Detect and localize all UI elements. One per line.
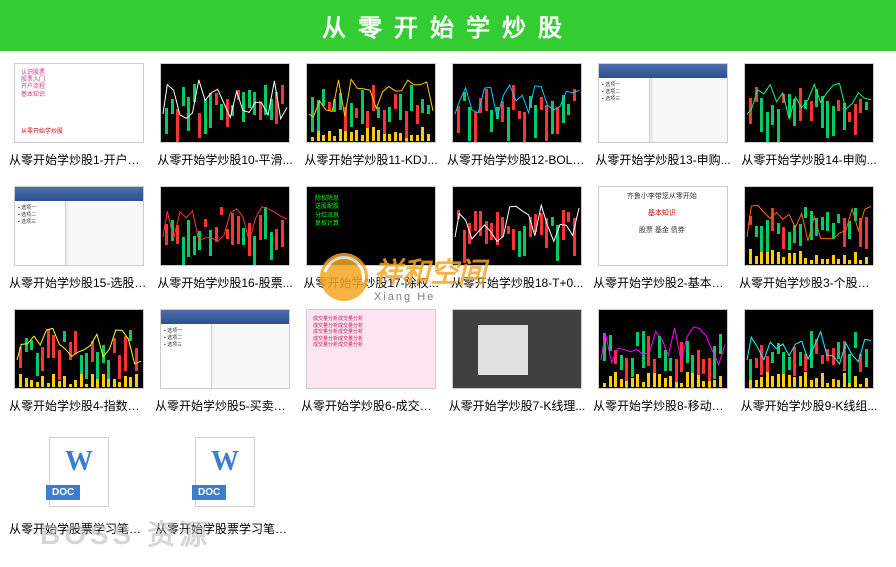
video-thumbnail[interactable] [744,309,874,389]
file-item[interactable]: 从零开始学炒股3-个股的... [736,186,882,291]
file-item[interactable]: 认识股票股票入门开户流程基本知识 从零开始学炒股从零开始学炒股1-开户流... [6,63,152,168]
file-item[interactable]: 从零开始学炒股8-移动平... [590,309,736,414]
file-grid: 祥和空间 Xiang He BOSS 资源 认识股票股票入门开户流程基本知识 从… [0,51,896,567]
file-label: 从零开始学炒股2-基本知... [593,274,733,291]
file-item[interactable]: ▪ 选项一▪ 选项二▪ 选项三从零开始学炒股15-选股.flv [6,186,152,291]
file-item[interactable]: 从零开始学炒股11-KDJ... [298,63,444,168]
video-thumbnail[interactable] [452,309,582,389]
file-item[interactable]: 从零开始学炒股12-BOLL... [444,63,590,168]
file-item[interactable]: 从零开始学炒股4-指数的... [6,309,152,414]
file-item[interactable]: ▪ 选项一▪ 选项二▪ 选项三从零开始学炒股13-申购... [590,63,736,168]
file-label: 从零开始学炒股1-开户流... [9,151,149,168]
header-title: 从零开始学炒股 [322,15,574,42]
file-label: 从零开始学炒股3-个股的... [739,274,879,291]
file-label: 从零开始学炒股8-移动平... [593,397,733,414]
file-item[interactable]: 齐鲁小李带您从零开始基本知识股票 基金 债券从零开始学炒股2-基本知... [590,186,736,291]
video-thumbnail[interactable] [452,63,582,143]
file-label: 从零开始学炒股5-买卖股... [155,397,295,414]
page-header: 从零开始学炒股 [0,0,896,51]
file-item[interactable]: 从零开始学炒股10-平滑... [152,63,298,168]
file-label: 从零开始学炒股9-K线组... [741,397,878,414]
video-thumbnail[interactable] [306,63,436,143]
file-label: 从零开始学股票学习笔记... [9,520,149,537]
video-thumbnail[interactable]: 齐鲁小李带您从零开始基本知识股票 基金 债券 [598,186,728,266]
doc-tag: DOC [46,485,80,500]
word-doc-icon: DOC [195,437,255,507]
video-thumbnail[interactable]: ▪ 选项一▪ 选项二▪ 选项三 [160,309,290,389]
file-label: 从零开始学炒股14-申购... [741,151,876,168]
file-label: 从零开始学炒股7-K线理... [449,397,586,414]
file-item[interactable]: DOC 从零开始学股票学习笔记... [152,432,298,537]
word-doc-icon: DOC [49,437,109,507]
file-item[interactable]: 除权除息送股配股分红派息复权计算从零开始学炒股17-除权... [298,186,444,291]
file-label: 从零开始学炒股15-选股.flv [9,274,149,291]
video-thumbnail[interactable]: 成交量分析成交量分析成交量分析成交量分析成交量分析成交量分析成交量分析成交量分析… [306,309,436,389]
file-item[interactable]: DOC 从零开始学股票学习笔记... [6,432,152,537]
file-label: 从零开始学股票学习笔记... [155,520,295,537]
doc-thumbnail[interactable]: DOC [160,432,290,512]
file-label: 从零开始学炒股16-股票... [157,274,292,291]
file-item[interactable]: 从零开始学炒股16-股票... [152,186,298,291]
file-label: 从零开始学炒股10-平滑... [157,151,292,168]
file-label: 从零开始学炒股11-KDJ... [304,151,437,168]
video-thumbnail[interactable]: ▪ 选项一▪ 选项二▪ 选项三 [14,186,144,266]
video-thumbnail[interactable]: 除权除息送股配股分红派息复权计算 [306,186,436,266]
doc-thumbnail[interactable]: DOC [14,432,144,512]
file-item[interactable]: 从零开始学炒股7-K线理... [444,309,590,414]
doc-tag: DOC [192,485,226,500]
file-item[interactable]: ▪ 选项一▪ 选项二▪ 选项三从零开始学炒股5-买卖股... [152,309,298,414]
video-thumbnail[interactable] [598,309,728,389]
file-item[interactable]: 从零开始学炒股18-T+0... [444,186,590,291]
file-label: 从零开始学炒股4-指数的... [9,397,149,414]
file-item[interactable]: 从零开始学炒股14-申购... [736,63,882,168]
file-label: 从零开始学炒股12-BOLL... [447,151,587,168]
video-thumbnail[interactable] [14,309,144,389]
video-thumbnail[interactable] [452,186,582,266]
file-item[interactable]: 从零开始学炒股9-K线组... [736,309,882,414]
video-thumbnail[interactable] [160,186,290,266]
video-thumbnail[interactable] [744,63,874,143]
file-item[interactable]: 成交量分析成交量分析成交量分析成交量分析成交量分析成交量分析成交量分析成交量分析… [298,309,444,414]
video-thumbnail[interactable] [160,63,290,143]
video-thumbnail[interactable] [744,186,874,266]
video-thumbnail[interactable]: ▪ 选项一▪ 选项二▪ 选项三 [598,63,728,143]
file-label: 从零开始学炒股13-申购... [595,151,730,168]
file-label: 从零开始学炒股18-T+0... [451,274,583,291]
file-label: 从零开始学炒股17-除权... [303,274,438,291]
file-label: 从零开始学炒股6-成交量... [301,397,441,414]
video-thumbnail[interactable]: 认识股票股票入门开户流程基本知识 从零开始学炒股 [14,63,144,143]
watermark-sub: Xiang He [374,291,486,303]
